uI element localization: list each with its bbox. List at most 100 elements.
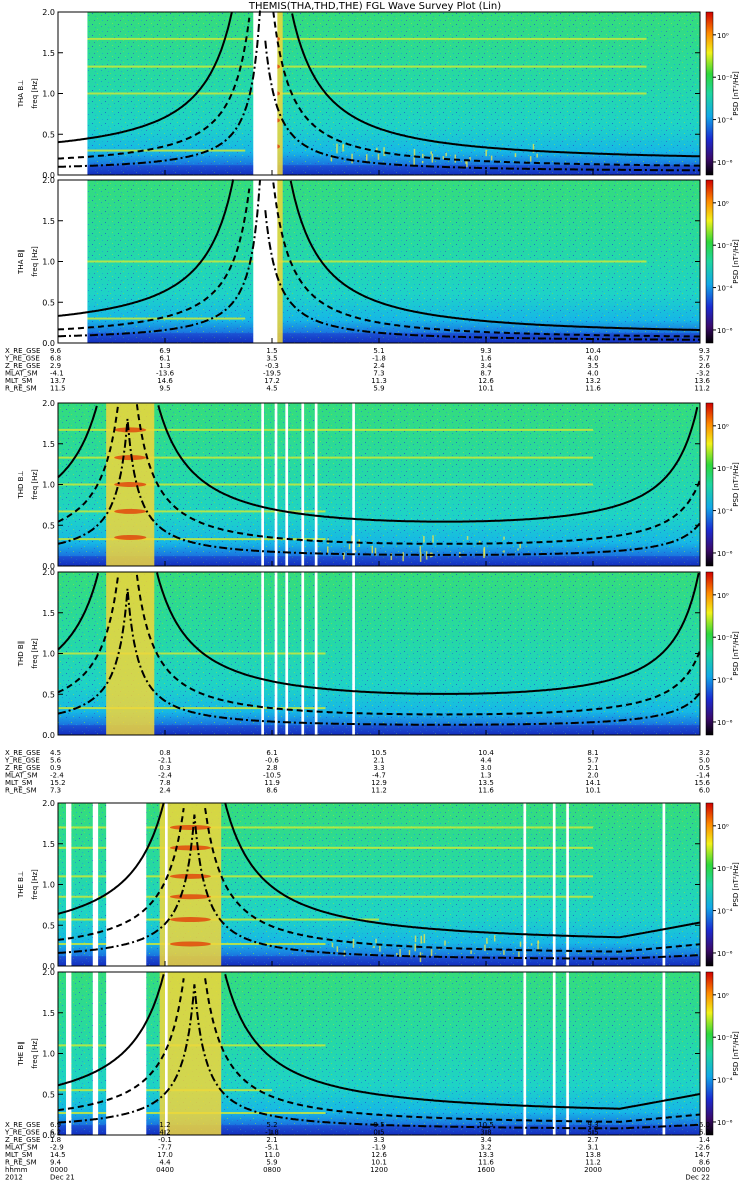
emission-burst <box>408 950 411 958</box>
time-tick-label: 0800 <box>263 1166 281 1174</box>
emission-burst <box>377 153 380 160</box>
ephemeris-value: 12.6 <box>371 1151 387 1159</box>
y-tick-label: 1.0 <box>42 881 55 890</box>
emission-burst <box>490 155 493 161</box>
emission-burst <box>432 535 434 543</box>
half-gyrofrequency-line <box>57 574 701 716</box>
colorbar-label: PSD [nT²/Hz] <box>732 71 740 116</box>
colorbar-label: PSD [nT²/Hz] <box>732 862 740 907</box>
colorbar-tick-label: 10⁻² <box>717 74 733 82</box>
y-tick-label: 1.0 <box>42 258 55 267</box>
ephemeris-value: 10.4 <box>478 749 494 757</box>
ephemeris-value: 1.3 <box>159 362 170 370</box>
y-tick-label: 2.0 <box>42 799 55 808</box>
colorbar-tick-label: 10⁻⁴ <box>717 117 733 125</box>
ephemeris-row-label: MLAT_SM <box>5 1144 38 1152</box>
data-gap <box>552 972 556 1135</box>
wave-band <box>58 538 326 541</box>
ephemeris-value: 9.4 <box>50 1159 62 1167</box>
y-tick-label: 2.0 <box>42 176 55 185</box>
ephemeris-row-label: R_RE_SM <box>5 385 37 393</box>
wave-band <box>58 149 246 152</box>
start-date-label: Dec 21 <box>50 1174 75 1182</box>
wave-band <box>58 846 593 849</box>
data-gap <box>274 572 278 735</box>
data-gap <box>662 803 666 966</box>
colorbar-tick-label: 10⁻⁶ <box>717 1119 733 1127</box>
quarter-gyrofrequency-line <box>58 10 700 172</box>
ephemeris-value: 2.9 <box>50 362 61 370</box>
ephemeris-value: -1.9 <box>372 1144 386 1152</box>
ephemeris-value: 5.5 <box>587 1129 598 1137</box>
colorbar-tick-label: 10⁻⁴ <box>717 677 733 685</box>
data-gap <box>552 803 556 966</box>
ephemeris-value: -3.2 <box>696 370 710 378</box>
emission-burst <box>390 553 393 560</box>
ephemeris-value: 11.9 <box>264 779 280 787</box>
ephemeris-value: 11.6 <box>478 1159 494 1167</box>
ephemeris-value: -1.4 <box>696 772 710 780</box>
emission-hotspot <box>114 508 147 514</box>
y-tick-label: 0.0 <box>42 562 55 571</box>
ephemeris-value: 0.8 <box>159 749 170 757</box>
y-tick-label: 0.0 <box>42 339 55 348</box>
data-gap <box>66 972 72 1135</box>
emission-hotspot <box>114 427 147 433</box>
colorbar-tick-label: 10⁰ <box>717 823 729 831</box>
ephemeris-value: 3.3 <box>373 1136 384 1144</box>
emission-burst <box>486 937 488 944</box>
ephemeris-value: 9.3 <box>699 347 710 355</box>
emission-burst <box>336 946 339 952</box>
colorbar-tick-label: 10⁰ <box>717 32 729 40</box>
ephemeris-value: -0.1 <box>158 1136 172 1144</box>
ephemeris-value: -2.9 <box>50 1144 64 1152</box>
ephemeris-value: 14.6 <box>157 377 173 385</box>
y-tick-label: 0.5 <box>42 921 55 930</box>
colorbar-tick-label: 10⁻⁶ <box>717 719 733 727</box>
emission-hotspot <box>169 873 211 879</box>
emission-burst <box>530 943 533 946</box>
y-tick-label: 2.0 <box>42 968 55 977</box>
freq-axis-label: freq [Hz] <box>31 246 39 277</box>
ephemeris-value: 11.3 <box>371 377 387 385</box>
colorbar-tick-label: 10⁻² <box>717 865 733 873</box>
data-gap <box>314 572 318 735</box>
data-gap <box>352 403 355 566</box>
data-gap <box>92 972 99 1135</box>
emission-burst <box>331 942 334 948</box>
y-tick-label: 0.5 <box>42 130 55 139</box>
ephemeris-value: -1.8 <box>265 1129 279 1137</box>
wave-band <box>58 875 593 878</box>
emission-burst <box>336 143 338 154</box>
ephemeris-value: 0.3 <box>159 764 170 772</box>
ephemeris-value: 1.5 <box>266 347 277 355</box>
data-gap <box>301 572 305 735</box>
colorbar-label: PSD [nT²/Hz] <box>732 1031 740 1076</box>
ephemeris-value: 3.1 <box>587 1144 598 1152</box>
ephemeris-value: -19.5 <box>263 370 281 378</box>
ephemeris-row-label: Z_RE_GSE <box>5 764 40 772</box>
ion-gyrofrequency-line <box>57 405 699 523</box>
emission-burst <box>503 950 505 955</box>
year-label: 2012 <box>5 1174 23 1182</box>
ephemeris-tha: X_RE_GSEY_RE_GSEZ_RE_GSEMLAT_SMMLT_SMR_R… <box>4 347 711 393</box>
ephemeris-row-label: MLAT_SM <box>5 370 38 378</box>
ion-gyrofrequency-line <box>57 179 700 331</box>
emission-burst <box>342 143 345 148</box>
colorbar-tick-label: 10⁰ <box>717 200 729 208</box>
colorbar <box>705 11 714 176</box>
ephemeris-value: 13.3 <box>478 1151 494 1159</box>
emission-burst <box>537 940 539 950</box>
ephemeris-value: 1.3 <box>480 772 491 780</box>
y-tick-label: 1.5 <box>42 49 55 58</box>
ephemeris-value: 11.2 <box>694 385 710 393</box>
ephemeris-row-label: MLAT_SM <box>5 772 38 780</box>
ephemeris-value: 5.0 <box>699 757 710 765</box>
panel-thd-par: 0.0 0.5 1.0 1.5 2.0 THD B∥ freq [Hz] 10⁰ 10⁻² 10⁻… <box>17 568 740 740</box>
panel-ylabel: THA B∥ <box>17 249 25 275</box>
ephemeris-value: 5.9 <box>266 1159 277 1167</box>
emission-burst <box>421 160 424 164</box>
ephemeris-value: 2.7 <box>587 1136 598 1144</box>
emission-burst <box>503 536 505 540</box>
ephemeris-value: 6.0 <box>699 787 710 795</box>
